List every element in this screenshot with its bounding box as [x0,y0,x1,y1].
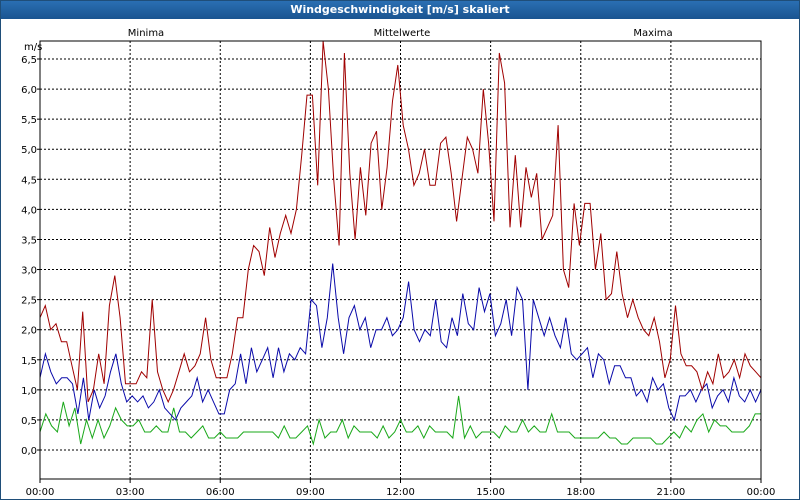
y-tick-label: 2,0 [21,326,37,337]
plot-frame [39,40,762,480]
window-title: Windgeschwindigkeit [m/s] skaliert [1,1,799,19]
grid [40,41,761,479]
x-tick-time: 15:00 [476,487,505,498]
x-tick-time: 00:00 [747,487,776,498]
x-tick-time: 09:00 [296,487,325,498]
x-tick-time: 06:00 [206,487,235,498]
wind-speed-chart: Minima Mittelwerte Maxima m/s 0,0 0,5 1,0 1… [21,28,776,498]
y-tick-label: 3,5 [21,235,37,246]
y-tick-label: 4,0 [21,205,37,216]
x-tick-time: 12:00 [386,487,415,498]
x-tick-time: 18:00 [566,487,595,498]
y-tick-label: 5,5 [21,115,37,126]
mittelwerte-line [39,263,762,422]
y-tick-label: 1,5 [21,356,37,367]
legend: Minima Mittelwerte Maxima [128,28,673,39]
y-axis-unit: m/s [24,42,42,53]
y-tick-label: 0,0 [21,446,37,457]
legend-minima: Minima [128,28,164,39]
minima-line [39,395,761,446]
x-tick-time: 00:00 [26,487,55,498]
legend-maxima: Maxima [633,28,672,39]
maxima-line [39,40,762,404]
y-tick-label: 2,5 [21,296,37,307]
x-tick-time: 21:00 [656,487,685,498]
x-axis: 00:0001.06.2103:0001.06.2106:0001.06.210… [26,479,776,498]
y-tick-label: 4,5 [21,175,37,186]
y-tick-label: 6,0 [21,85,37,96]
series-lines [39,40,762,446]
legend-mittelwerte: Mittelwerte [374,28,431,39]
y-tick-label: 6,5 [21,55,37,66]
y-axis: 0,0 0,5 1,0 1,5 2,0 2,5 3,0 3,5 4,0 4,5 5,0 5,5 6,0 6… [21,55,40,457]
y-tick-label: 1,0 [21,386,37,397]
y-tick-label: 5,0 [21,145,37,156]
x-tick-time: 03:00 [116,487,145,498]
y-tick-label: 0,5 [21,416,37,427]
y-tick-label: 3,0 [21,266,37,277]
